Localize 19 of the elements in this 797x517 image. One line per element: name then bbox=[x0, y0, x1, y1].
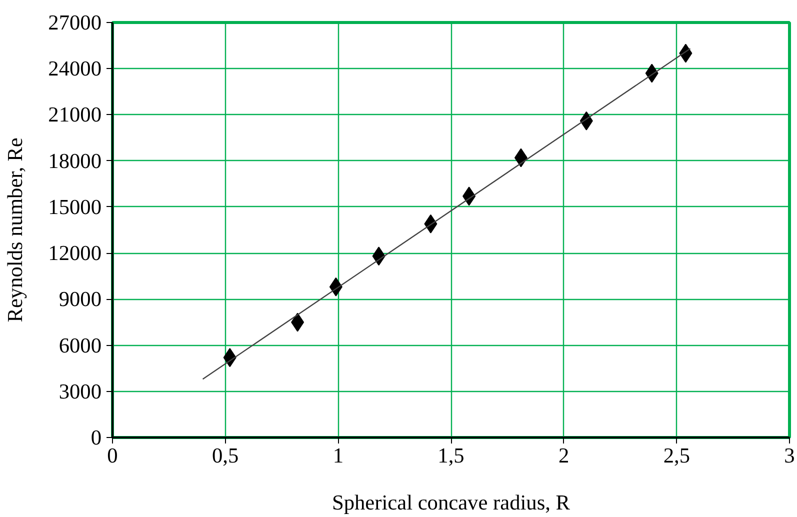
y-tick-label: 21000 bbox=[48, 102, 102, 127]
x-tick-label: 2,5 bbox=[663, 444, 690, 468]
y-tick-label: 27000 bbox=[48, 10, 102, 34]
x-tick-label: 2 bbox=[558, 444, 570, 468]
y-tick-label: 3000 bbox=[58, 379, 102, 404]
y-tick-label: 0 bbox=[90, 426, 102, 450]
y-tick-label: 6000 bbox=[58, 333, 102, 358]
x-tick-label: 0,5 bbox=[212, 444, 239, 468]
y-tick-label: 9000 bbox=[58, 287, 102, 312]
y-axis-title: Reynolds number, Re bbox=[3, 138, 28, 322]
y-tick-label: 12000 bbox=[48, 241, 102, 266]
x-tick-label: 1 bbox=[332, 444, 344, 468]
y-tick-label: 24000 bbox=[48, 56, 102, 81]
x-tick-label: 3 bbox=[784, 444, 795, 468]
y-tick-label: 15000 bbox=[48, 194, 102, 219]
x-tick-label: 0 bbox=[107, 444, 118, 468]
x-axis-title: Spherical concave radius, R bbox=[332, 490, 571, 514]
x-tick-label: 1,5 bbox=[438, 444, 464, 468]
y-tick-label: 18000 bbox=[48, 148, 102, 173]
